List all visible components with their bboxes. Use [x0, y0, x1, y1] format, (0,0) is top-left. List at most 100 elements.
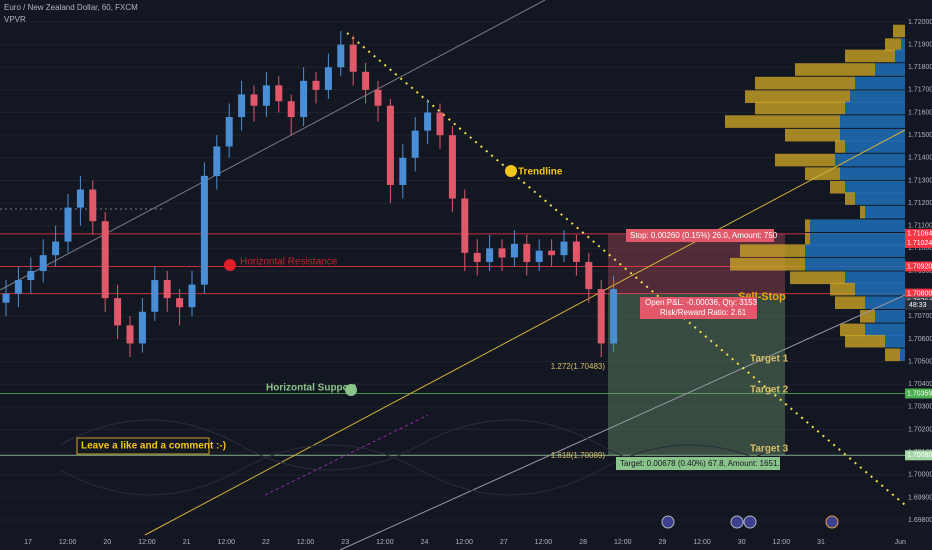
y-tick-label: 1.72000 [908, 19, 932, 26]
y-tick-label: 1.70700 [908, 313, 932, 320]
candle-body [163, 280, 171, 299]
vp-down [775, 153, 835, 167]
vp-down [725, 115, 840, 128]
price-tag-label: 1.70359 [907, 390, 932, 397]
candle-body [473, 252, 481, 262]
resistance-label: Horizontal Resistance [240, 257, 338, 268]
vp-down [740, 244, 805, 257]
candle-body [572, 241, 580, 262]
vp-up [835, 153, 905, 167]
price-tag-label: 1.71064 [907, 231, 932, 238]
x-tick-label: 31 [817, 539, 825, 546]
candle-body [76, 189, 84, 208]
vp-up [855, 76, 905, 90]
candle-body [238, 94, 246, 118]
target-label: Target 2 [750, 385, 789, 396]
candle-body [262, 85, 270, 106]
candle-body [498, 248, 506, 258]
candle-body [585, 261, 593, 290]
y-tick-label: 1.71800 [908, 64, 932, 71]
candle-body [349, 44, 357, 72]
vp-down [840, 323, 865, 337]
vp-up [875, 309, 905, 323]
pnl-text: Open P&L: -0.00036, Qty: 3153 [645, 298, 758, 307]
x-tick-label: 12:00 [455, 539, 473, 546]
event-icon[interactable] [661, 515, 675, 529]
vp-up [855, 282, 905, 296]
vp-up [840, 167, 905, 180]
axis-layer: 1.72000 1.71900 1.71800 1.71700 1.71600 1.715… [24, 19, 932, 546]
x-tick-label: 24 [421, 539, 429, 546]
channel-line [144, 129, 906, 536]
vp-up [850, 90, 905, 103]
price-tag-label: 1.70086 [907, 452, 932, 459]
vp-up [875, 63, 905, 76]
x-tick-label: 29 [659, 539, 667, 546]
vp-down [860, 205, 865, 219]
y-tick-label: 1.71000 [908, 245, 932, 252]
vp-down [893, 24, 905, 38]
candles [2, 31, 618, 358]
candle-body [362, 71, 370, 90]
trendline-label: Trendline [518, 167, 563, 178]
comment-box [76, 437, 210, 455]
event-icon[interactable] [730, 515, 744, 529]
price-tag [905, 228, 932, 239]
x-tick-label: 12:00 [773, 539, 791, 546]
event-icon[interactable] [825, 515, 839, 529]
candle-body [486, 248, 494, 262]
fib-label: 1.618(1.70089) [551, 451, 606, 460]
channel-line [339, 294, 906, 550]
candle-body [436, 112, 444, 136]
stop-text: Stop: 0.00260 (0.15%) 26.0, Amount: 750 [630, 231, 778, 240]
vp-down [830, 282, 855, 296]
candle-body [523, 243, 531, 262]
pnl-box [640, 297, 757, 319]
candle-body [101, 221, 109, 299]
drawings [0, 0, 906, 550]
annotations: Trendline Horizontal Resistance Horizont… [76, 167, 789, 470]
candle-body [610, 289, 618, 344]
rr-text: Risk/Reward Ratio: 2.61 [660, 308, 747, 317]
candle-body [250, 94, 258, 106]
x-tick-label: 12:00 [138, 539, 156, 546]
vp-down [835, 296, 865, 309]
vp-down [755, 101, 845, 115]
candle-body [461, 198, 469, 253]
x-tick-label: 17 [24, 539, 32, 546]
countdown-tag [905, 300, 932, 310]
vp-up [885, 334, 905, 348]
x-tick-label: 22 [262, 539, 270, 546]
x-tick-label: 12:00 [59, 539, 77, 546]
x-tick-label: 12:00 [297, 539, 315, 546]
price-tag [905, 288, 932, 299]
candle-body [324, 67, 332, 90]
candle-body [52, 241, 60, 256]
x-tick-label: 30 [738, 539, 746, 546]
x-tick-label: 12:00 [217, 539, 235, 546]
candle-body [374, 89, 382, 106]
candle-body [448, 135, 456, 199]
price-tag-label: 1.71024 [907, 240, 932, 247]
volume-profile [725, 24, 905, 362]
x-tick-label: 27 [500, 539, 508, 546]
vp-up [805, 244, 905, 257]
channel-line [0, 0, 546, 291]
target-box [616, 457, 780, 470]
candle-body [275, 85, 283, 102]
trendline-dot [505, 165, 517, 177]
vp-down [845, 334, 885, 348]
fib-label: 1.272(1.70483) [551, 362, 606, 371]
comment: Leave a like and a comment :-) [81, 441, 226, 452]
candle-body [424, 112, 432, 131]
candle-body [126, 325, 134, 344]
event-icon[interactable] [743, 515, 757, 529]
vp-down [805, 233, 810, 246]
price-tag [905, 450, 932, 461]
vp-down [805, 219, 810, 233]
dashed-line [264, 414, 429, 496]
candle-body [411, 130, 419, 158]
vp-down [845, 49, 895, 63]
candle-body [64, 207, 72, 242]
